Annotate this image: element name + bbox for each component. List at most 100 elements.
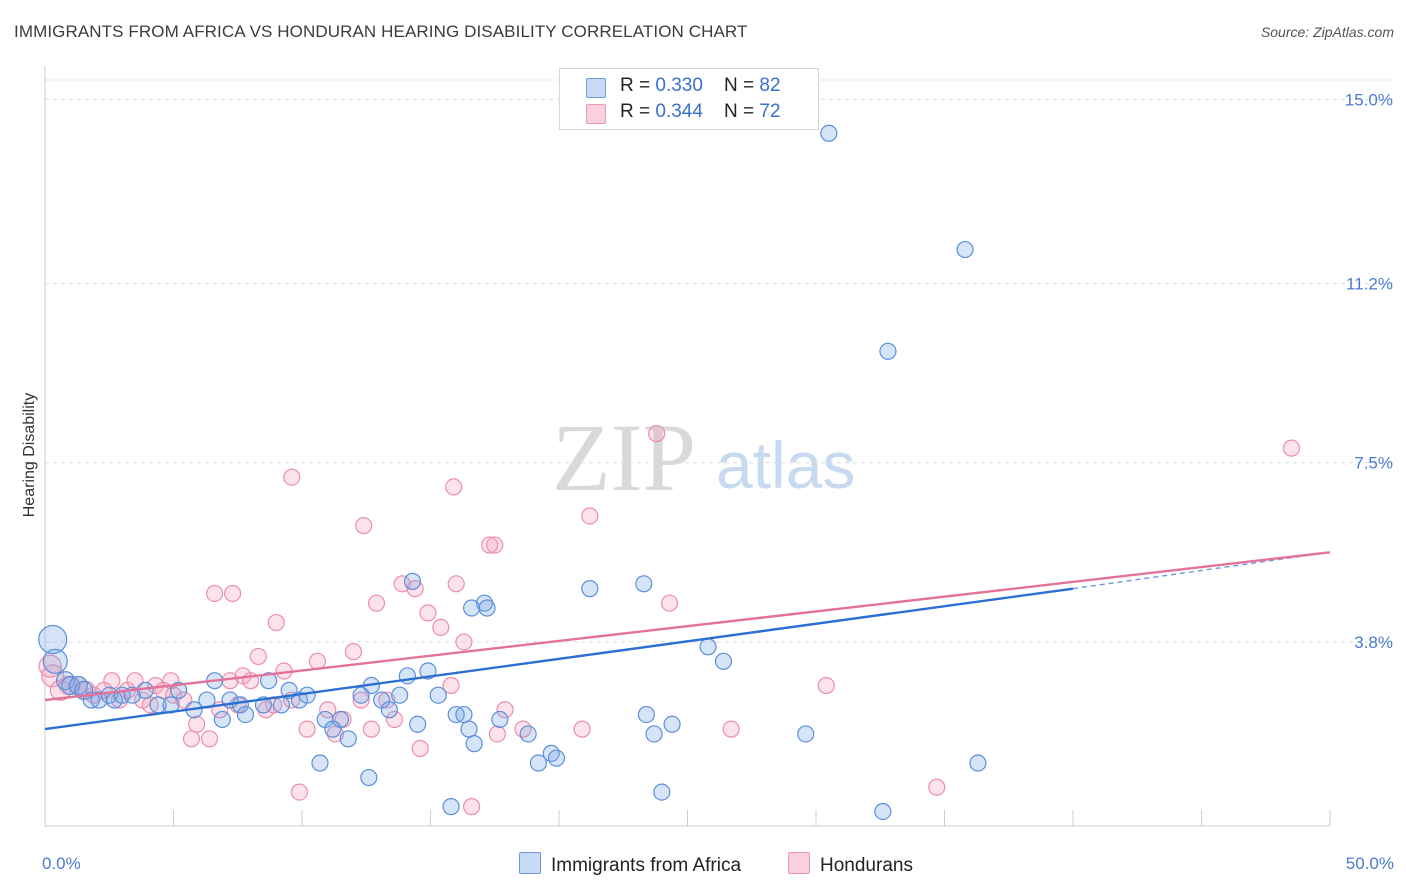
africa-point xyxy=(465,735,483,753)
x-tick-label: 50.0% xyxy=(1346,854,1394,873)
africa-point xyxy=(259,672,278,690)
honduran-point xyxy=(488,725,506,743)
africa-point xyxy=(491,710,509,729)
africa-point xyxy=(419,662,437,680)
africa-point xyxy=(455,705,473,724)
africa-point xyxy=(714,652,733,670)
honduran-point xyxy=(486,536,504,554)
honduran-point xyxy=(224,584,242,603)
honduran-point xyxy=(442,676,460,695)
africa-point xyxy=(645,725,663,743)
africa-point xyxy=(38,624,68,655)
africa-point xyxy=(797,725,815,743)
gridlines xyxy=(45,79,1394,643)
africa-point xyxy=(61,675,81,696)
africa-point xyxy=(409,715,427,733)
legend-r-label: R = xyxy=(620,75,656,96)
honduran-point xyxy=(648,425,666,443)
africa-point xyxy=(442,798,460,816)
legend-n-value: 82 xyxy=(759,75,781,96)
africa-point xyxy=(547,749,566,767)
africa-point xyxy=(663,715,681,733)
honduran-point xyxy=(188,715,206,733)
africa-point xyxy=(311,754,329,772)
honduran-point xyxy=(419,604,437,622)
honduran-point xyxy=(319,701,337,719)
africa-point xyxy=(478,599,496,617)
correlation-legend: R = 0.330 N = 82 R = 0.344 N = 72 xyxy=(559,68,819,130)
africa-point xyxy=(170,681,188,699)
honduran-point xyxy=(378,691,396,709)
honduran-point xyxy=(385,710,404,729)
honduran-point xyxy=(267,613,285,632)
honduran-point xyxy=(103,672,121,690)
africa-point xyxy=(874,802,892,821)
honduran-point xyxy=(249,647,267,666)
honduran-point xyxy=(445,478,463,496)
honduran-point xyxy=(200,730,219,748)
watermark: ZIP atlas xyxy=(552,404,855,511)
honduran-point xyxy=(463,798,481,816)
y-tick-labels: 3.8% 7.5% 11.2% 15.0% xyxy=(1345,90,1393,652)
x-tick-labels: 0.0% 50.0% xyxy=(42,854,1394,873)
legend-n-label: N = xyxy=(724,75,760,96)
africa-point xyxy=(529,754,548,772)
x-tick-label: 0.0% xyxy=(42,854,81,873)
y-tick-label: 3.8% xyxy=(1354,633,1393,652)
legend-r-value: 0.330 xyxy=(655,75,703,96)
legend-n-label: N = xyxy=(724,101,760,122)
honduran-point xyxy=(298,720,316,738)
honduran-point xyxy=(447,575,465,593)
honduran-point xyxy=(496,701,514,719)
honduran-point xyxy=(928,778,946,796)
africa-point xyxy=(542,744,560,762)
honduran-point xyxy=(182,730,201,748)
bottom-legend-africa: Immigrants from Africa xyxy=(519,852,741,877)
africa-point xyxy=(272,696,291,714)
africa-point xyxy=(460,720,478,738)
honduran-point xyxy=(432,618,450,636)
honduran-point xyxy=(722,720,740,738)
africa-point xyxy=(879,342,897,360)
africa-point xyxy=(42,648,68,674)
honduran-point xyxy=(581,507,599,525)
honduran-point xyxy=(660,594,679,612)
africa-point xyxy=(213,710,231,729)
y-tick-label: 15.0% xyxy=(1345,90,1393,109)
africa-point xyxy=(403,572,422,590)
watermark-zip: ZIP xyxy=(552,404,696,511)
legend-r-value: 0.344 xyxy=(655,101,703,122)
africa-point xyxy=(637,705,655,724)
honduran-point xyxy=(164,686,183,704)
honduran-point xyxy=(573,720,591,738)
honduran-point xyxy=(355,517,373,535)
africa-point xyxy=(475,594,494,612)
africa-point xyxy=(360,768,378,787)
honduran-point xyxy=(206,584,224,603)
axes xyxy=(44,66,1331,827)
trend-lines xyxy=(44,551,1331,731)
africa-point xyxy=(699,638,717,656)
honduran-point xyxy=(344,643,362,661)
bottom-legend-honduran: Hondurans xyxy=(788,852,913,877)
legend-r-label: R = xyxy=(620,101,656,122)
honduran-point xyxy=(352,691,370,709)
trend-line-africa xyxy=(44,587,1074,731)
africa-point xyxy=(429,686,447,704)
bottom-legend-swatch-africa xyxy=(519,852,541,874)
africa-point xyxy=(331,710,350,729)
africa-point xyxy=(463,599,481,617)
legend-swatch-africa xyxy=(586,78,606,98)
honduran-point xyxy=(411,739,429,758)
honduran-point xyxy=(817,676,835,695)
bottom-legend-swatch-honduran xyxy=(788,852,810,874)
legend-swatch-honduran xyxy=(586,104,606,124)
honduran-point xyxy=(38,654,62,678)
legend-text-honduran: R = 0.344 N = 72 xyxy=(620,101,781,123)
y-tick-label: 7.5% xyxy=(1354,454,1393,473)
bottom-legend-label-honduran: Hondurans xyxy=(820,855,913,876)
chart-source: Source: ZipAtlas.com xyxy=(1260,24,1394,40)
africa-point xyxy=(391,686,409,704)
africa-point xyxy=(519,725,537,743)
